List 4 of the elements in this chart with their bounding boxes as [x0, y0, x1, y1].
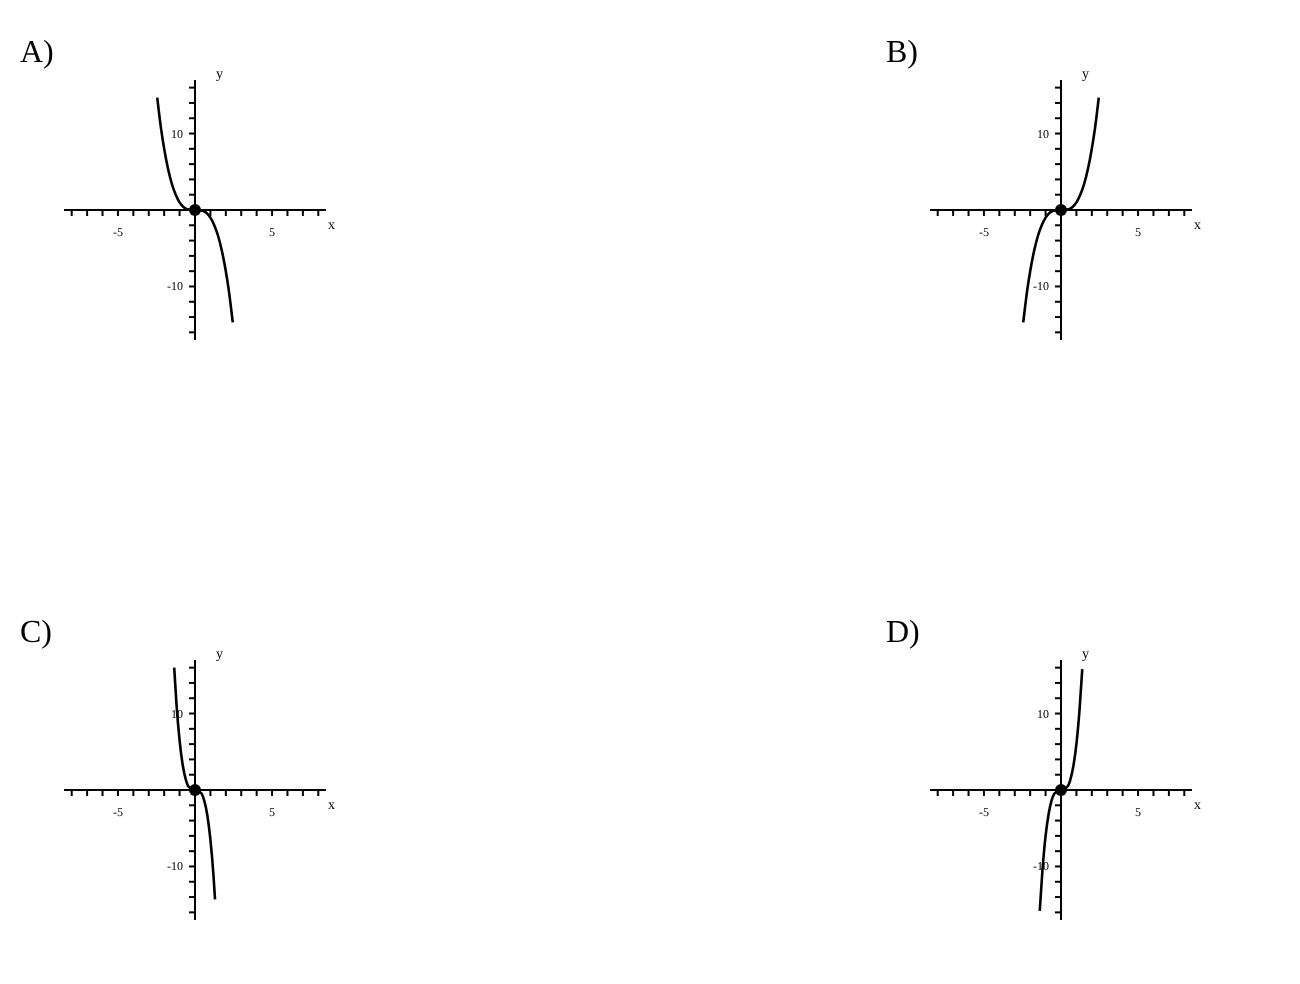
chart-title: A) [20, 36, 54, 72]
chart-title: B) [886, 36, 918, 72]
chart-title: C) [20, 616, 52, 652]
chart-title: D) [886, 616, 920, 652]
